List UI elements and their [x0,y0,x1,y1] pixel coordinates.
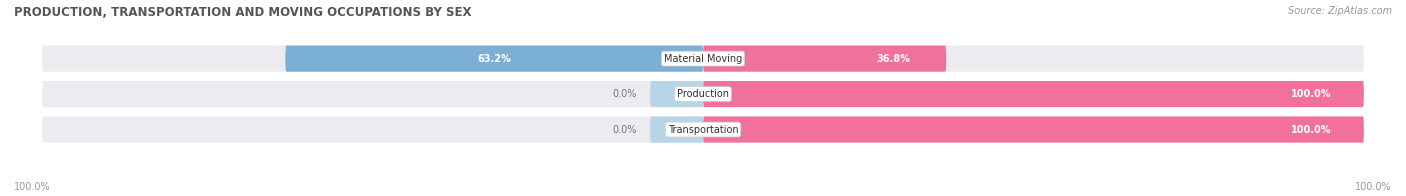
Text: 0.0%: 0.0% [613,124,637,134]
Text: 36.8%: 36.8% [876,54,910,64]
FancyBboxPatch shape [650,81,703,107]
Text: Material Moving: Material Moving [664,54,742,64]
FancyBboxPatch shape [285,45,703,72]
Text: 0.0%: 0.0% [613,89,637,99]
FancyBboxPatch shape [703,81,1364,107]
Text: Source: ZipAtlas.com: Source: ZipAtlas.com [1288,6,1392,16]
Text: 63.2%: 63.2% [477,54,510,64]
Text: PRODUCTION, TRANSPORTATION AND MOVING OCCUPATIONS BY SEX: PRODUCTION, TRANSPORTATION AND MOVING OC… [14,6,471,19]
Text: Production: Production [678,89,728,99]
FancyBboxPatch shape [703,116,1364,143]
FancyBboxPatch shape [650,116,703,143]
Text: 100.0%: 100.0% [1291,89,1331,99]
Text: 100.0%: 100.0% [1355,182,1392,192]
Text: 100.0%: 100.0% [1291,124,1331,134]
FancyBboxPatch shape [42,45,1364,72]
FancyBboxPatch shape [42,116,1364,143]
Text: 100.0%: 100.0% [14,182,51,192]
FancyBboxPatch shape [42,81,1364,107]
Text: Transportation: Transportation [668,124,738,134]
FancyBboxPatch shape [703,45,946,72]
